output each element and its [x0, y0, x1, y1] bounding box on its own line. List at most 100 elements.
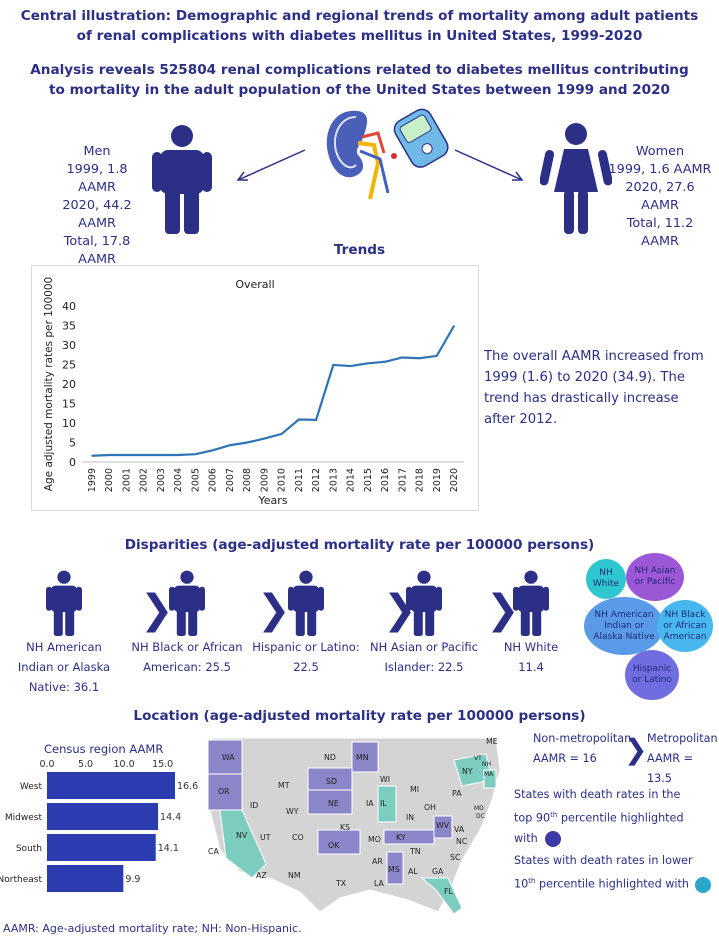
data-point [194, 453, 197, 455]
svg-text:KY: KY [396, 833, 406, 842]
y-axis-title: Age adjusted mortality rates per 100000 [43, 277, 55, 491]
x-tick-label: 2007 [225, 468, 236, 492]
data-point [177, 454, 179, 456]
disparity-label-line: NH American [26, 640, 102, 654]
bubble-hispanic-label: Hispanic or Latino [632, 664, 672, 685]
state-wv [433, 815, 453, 839]
trend-chart: Overall 0 5 10 15 20 25 30 35 40 1999 2000 2001 2002 2… [31, 265, 479, 511]
arrow-left-icon [236, 149, 306, 181]
disparity-group-label: NH Black or African American: 25.5 [127, 637, 247, 677]
svg-text:AZ: AZ [256, 871, 267, 880]
svg-text:NH: NH [482, 761, 491, 768]
data-point [142, 454, 145, 456]
low-legend-line1: States with death rates in lower [514, 854, 693, 867]
x-tick-label: 2001 [121, 468, 132, 492]
svg-text:CO: CO [292, 833, 304, 842]
disparity-label-line: Hispanic or Latino: [252, 640, 360, 654]
state-il [377, 785, 397, 823]
bubble-nh-black: NH Black or African American [657, 600, 713, 652]
top-legend-line2: top 90th percentile highlighted [514, 805, 714, 829]
svg-text:MN: MN [356, 753, 369, 762]
disparity-label-line: NH White [503, 640, 559, 654]
man-icon [152, 125, 212, 234]
x-tick-label: 2014 [346, 468, 357, 492]
low-legend-pct: 10 [514, 877, 529, 891]
svg-text:OK: OK [328, 841, 340, 850]
nonmetro-value: AAMR = 16 [533, 752, 597, 765]
bubble-nh-white: NH White [586, 559, 626, 599]
x-tick-label: 2013 [328, 468, 339, 492]
arrow-right-icon [454, 149, 524, 181]
x-tick-label: 1999 [87, 468, 98, 492]
svg-text:AL: AL [408, 867, 418, 876]
disparity-label-line: American: 25.5 [143, 660, 231, 674]
nonmetro-label: Non-metropolitan [533, 732, 632, 745]
disparity-label-line: 11.4 [518, 660, 544, 674]
svg-text:VA: VA [454, 825, 465, 834]
data-point [332, 364, 335, 366]
chevron-right-icon: ❯ [257, 587, 291, 633]
chevron-right-icon: ❯ [486, 587, 520, 633]
data-point [91, 454, 93, 457]
y-tick-label: 5 [69, 437, 76, 450]
bubble-nh-black-label: NH Black or African American [663, 609, 707, 642]
disparity-label-line: NH Black or African [131, 640, 243, 654]
women-1999: 1999, 1.6 AAMR [608, 162, 712, 177]
x-tick-label: 2015 [363, 468, 374, 492]
top-legend-line3: with [514, 829, 714, 849]
svg-text:NY: NY [462, 767, 473, 776]
census-region-label: South [16, 844, 42, 854]
low-percentile-legend: States with death rates in lower 10th pe… [514, 851, 719, 895]
women-title: Women [635, 144, 685, 159]
census-value-label: 9.9 [125, 874, 140, 885]
data-point [418, 357, 421, 360]
data-point [384, 360, 386, 363]
svg-text:WI: WI [380, 775, 390, 784]
trend-description: The overall AAMR increased from 1999 (1.… [484, 349, 704, 427]
glucose-meter-icon [391, 108, 449, 168]
bubble-nh-white-label: NH White [592, 568, 620, 589]
census-bar [47, 772, 175, 799]
person-icon [169, 570, 205, 640]
person-icon [288, 570, 324, 640]
bubble-hispanic: Hispanic or Latino [625, 650, 679, 700]
svg-text:ME: ME [486, 737, 498, 746]
svg-text:OR: OR [218, 787, 230, 796]
women-total: Total, 11.2 AAMR [626, 216, 694, 249]
svg-text:LA: LA [374, 879, 385, 888]
data-point [229, 444, 231, 447]
svg-text:VT: VT [474, 755, 482, 762]
metro-value: AAMR = 13.5 [647, 752, 693, 785]
data-point [280, 433, 283, 435]
svg-text:KS: KS [340, 823, 350, 832]
women-stats: Women 1999, 1.6 AAMR 2020, 27.6 AAMR Tot… [606, 143, 714, 251]
census-value-label: 14.1 [158, 843, 179, 854]
state-ne [307, 789, 353, 815]
svg-text:IA: IA [366, 799, 374, 808]
top-legend-with: with [514, 831, 538, 845]
bubble-nh-aian-label: NH American Indian or Alaska Native [593, 609, 655, 642]
census-axis-tick: 0.0 [39, 759, 54, 770]
svg-text:MS: MS [388, 865, 400, 874]
x-tick-label: 2004 [173, 468, 184, 492]
svg-text:MI: MI [410, 785, 419, 794]
trends-heading: Trends [333, 242, 386, 258]
data-point [435, 355, 438, 357]
person-icon [406, 570, 442, 640]
x-tick-label: 2011 [294, 468, 305, 492]
data-point [125, 454, 128, 456]
x-tick-label: 2016 [380, 468, 391, 492]
disparity-group-label: NH White 11.4 [471, 637, 591, 677]
location-heading: Location (age-adjusted mortality rate pe… [133, 708, 586, 724]
data-point [298, 418, 300, 421]
main-title: Central illustration: Demographic and re… [20, 6, 699, 46]
y-tick-label: 20 [62, 378, 76, 391]
svg-text:MO: MO [368, 835, 381, 844]
disparity-group-label: NH Asian or Pacific Islander: 22.5 [364, 637, 484, 677]
title-line-1: Central illustration: Demographic and re… [20, 8, 699, 24]
svg-text:ID: ID [250, 801, 258, 810]
svg-text:DC: DC [476, 813, 485, 820]
svg-text:IN: IN [406, 813, 414, 822]
state-ms [386, 851, 404, 885]
y-tick-label: 35 [62, 320, 76, 333]
